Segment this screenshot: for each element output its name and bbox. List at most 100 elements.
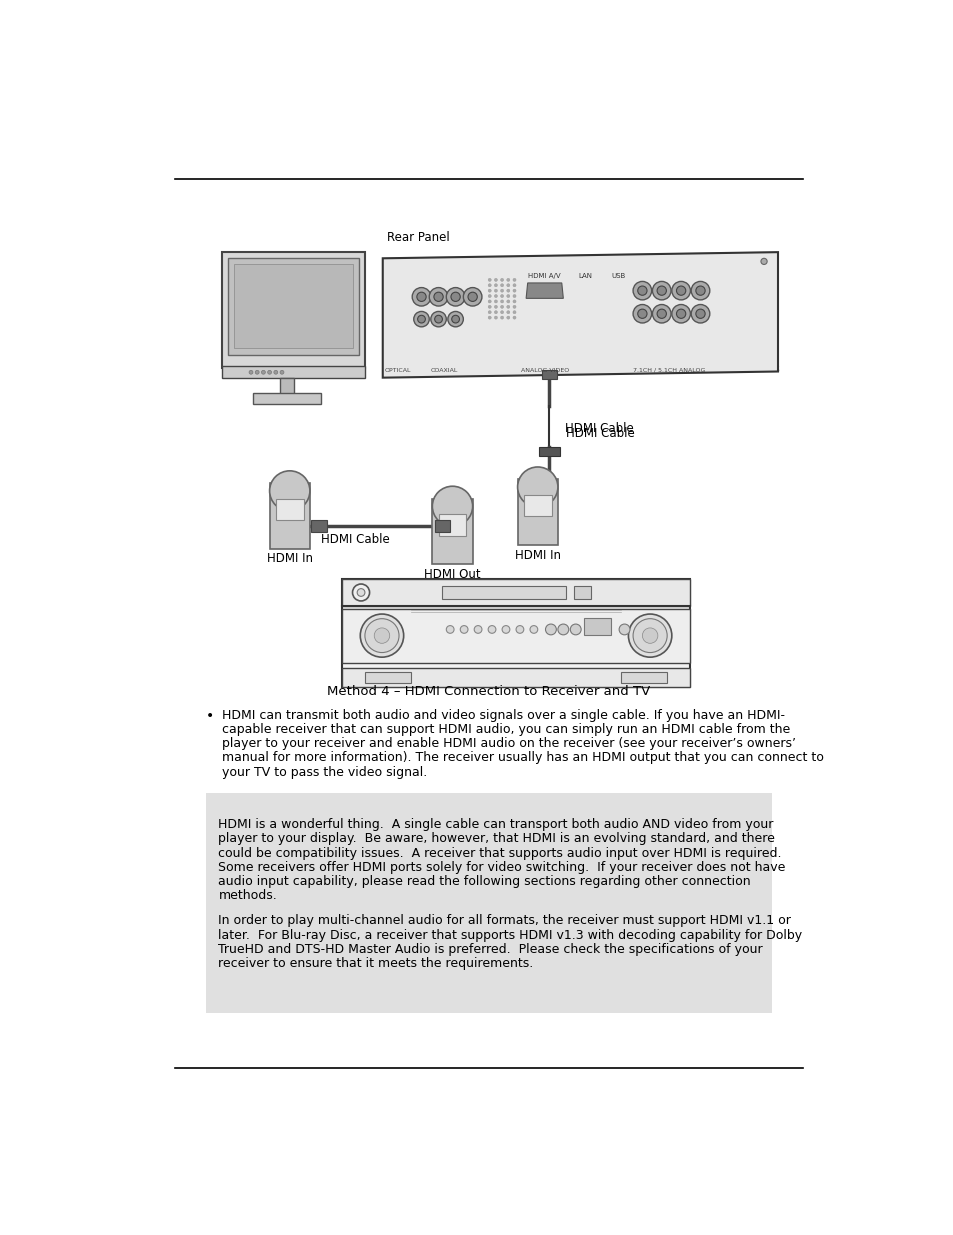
Text: receiver to ensure that it meets the requirements.: receiver to ensure that it meets the req… [218, 957, 533, 969]
Text: audio input capability, please read the following sections regarding other conne: audio input capability, please read the … [218, 876, 750, 888]
Circle shape [545, 624, 556, 635]
Circle shape [459, 626, 468, 634]
Circle shape [570, 624, 580, 635]
Circle shape [488, 316, 491, 319]
Circle shape [637, 309, 646, 319]
Circle shape [671, 282, 690, 300]
FancyBboxPatch shape [442, 585, 566, 599]
FancyBboxPatch shape [253, 393, 320, 404]
Circle shape [451, 293, 459, 301]
Text: Some receivers offer HDMI ports solely for video switching.  If your receiver do: Some receivers offer HDMI ports solely f… [218, 861, 785, 874]
Circle shape [446, 288, 464, 306]
FancyBboxPatch shape [275, 499, 303, 520]
Circle shape [500, 305, 503, 309]
Circle shape [412, 288, 431, 306]
Circle shape [417, 315, 425, 324]
Circle shape [657, 287, 666, 295]
FancyBboxPatch shape [574, 585, 591, 599]
Circle shape [500, 300, 503, 303]
Circle shape [434, 293, 443, 301]
Circle shape [517, 467, 558, 508]
Circle shape [488, 289, 491, 293]
Circle shape [633, 282, 651, 300]
FancyBboxPatch shape [365, 672, 411, 683]
Text: •: • [206, 709, 214, 722]
FancyBboxPatch shape [583, 618, 611, 635]
Circle shape [463, 288, 481, 306]
Text: HDMI can transmit both audio and video signals over a single cable. If you have : HDMI can transmit both audio and video s… [221, 709, 783, 721]
FancyBboxPatch shape [270, 483, 310, 548]
Circle shape [488, 311, 491, 314]
Circle shape [446, 626, 454, 634]
FancyBboxPatch shape [206, 793, 771, 1013]
Text: Rear Panel: Rear Panel [386, 231, 449, 245]
Circle shape [488, 626, 496, 634]
Text: later.  For Blu-ray Disc, a receiver that supports HDMI v1.3 with decoding capab: later. For Blu-ray Disc, a receiver that… [218, 929, 801, 941]
Text: USB: USB [611, 273, 625, 279]
Text: HDMI In: HDMI In [515, 548, 560, 562]
Circle shape [671, 305, 690, 324]
Circle shape [353, 584, 369, 601]
Circle shape [506, 300, 509, 303]
Circle shape [513, 316, 516, 319]
Text: HDMI In: HDMI In [267, 552, 313, 566]
Text: methods.: methods. [218, 889, 277, 903]
Text: COAXIAL: COAXIAL [431, 368, 458, 373]
FancyBboxPatch shape [341, 579, 690, 687]
FancyBboxPatch shape [517, 479, 558, 545]
FancyBboxPatch shape [620, 672, 666, 683]
FancyBboxPatch shape [486, 275, 521, 321]
Circle shape [633, 619, 666, 652]
FancyBboxPatch shape [341, 609, 690, 662]
Circle shape [506, 311, 509, 314]
Circle shape [431, 311, 446, 327]
FancyBboxPatch shape [228, 258, 359, 354]
Text: 7.1CH / 5.1CH ANALOG: 7.1CH / 5.1CH ANALOG [633, 368, 705, 373]
Circle shape [513, 289, 516, 293]
Circle shape [429, 288, 447, 306]
Circle shape [280, 370, 284, 374]
Text: OPTICAL: OPTICAL [385, 368, 411, 373]
Circle shape [676, 309, 685, 319]
Circle shape [494, 311, 497, 314]
Circle shape [494, 294, 497, 298]
Circle shape [432, 487, 472, 526]
FancyBboxPatch shape [221, 366, 365, 378]
Circle shape [506, 294, 509, 298]
Polygon shape [537, 447, 559, 456]
Text: LAN: LAN [578, 273, 592, 279]
Polygon shape [311, 520, 327, 531]
Circle shape [416, 293, 426, 301]
Polygon shape [541, 370, 557, 379]
Circle shape [435, 315, 442, 324]
Circle shape [500, 289, 503, 293]
Text: your TV to pass the video signal.: your TV to pass the video signal. [221, 766, 426, 779]
Circle shape [500, 294, 503, 298]
Text: HDMI Out: HDMI Out [424, 568, 480, 580]
Circle shape [255, 370, 259, 374]
Circle shape [652, 282, 670, 300]
Circle shape [414, 311, 429, 327]
Circle shape [488, 300, 491, 303]
Circle shape [474, 626, 481, 634]
Polygon shape [382, 252, 778, 378]
Circle shape [494, 300, 497, 303]
Circle shape [618, 624, 629, 635]
Circle shape [500, 311, 503, 314]
Circle shape [628, 614, 671, 657]
Circle shape [268, 370, 272, 374]
Circle shape [652, 305, 670, 324]
Circle shape [500, 284, 503, 287]
Circle shape [513, 300, 516, 303]
FancyBboxPatch shape [523, 495, 551, 516]
Text: TrueHD and DTS-HD Master Audio is preferred.  Please check the specifications of: TrueHD and DTS-HD Master Audio is prefer… [218, 942, 762, 956]
Circle shape [506, 289, 509, 293]
Text: capable receiver that can support HDMI audio, you can simply run an HDMI cable f: capable receiver that can support HDMI a… [221, 722, 789, 736]
Circle shape [760, 258, 766, 264]
Text: HDMI Cable: HDMI Cable [564, 421, 633, 435]
Circle shape [374, 627, 390, 643]
Text: could be compatibility issues.  A receiver that supports audio input over HDMI i: could be compatibility issues. A receive… [218, 846, 781, 860]
Circle shape [468, 293, 476, 301]
Circle shape [356, 589, 365, 597]
Circle shape [365, 619, 398, 652]
